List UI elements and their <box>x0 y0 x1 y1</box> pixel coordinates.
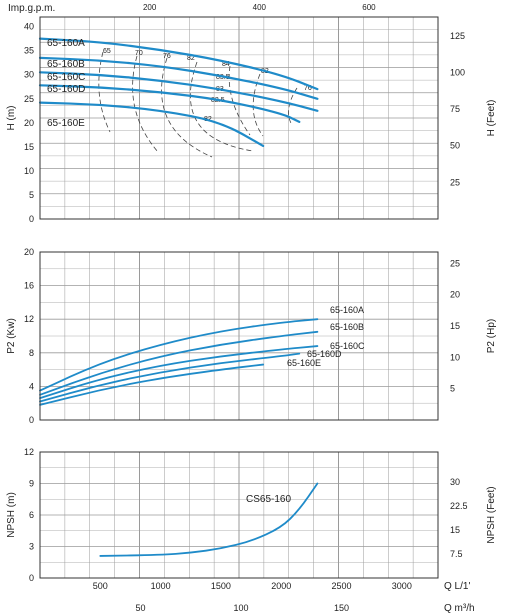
y-tick-2-4: 12 <box>24 447 34 457</box>
power-series-label-4: 65-160E <box>287 358 321 368</box>
efficiency-label-1: 70 <box>135 50 143 57</box>
top-axis-tick-0: 200 <box>143 3 157 12</box>
y-tick-right-2-2: 22.5 <box>450 501 468 511</box>
y-tick-right-2-0: 7.5 <box>450 549 463 559</box>
top-axis-tick-1: 400 <box>253 3 267 12</box>
y-tick-right-1-1: 10 <box>450 352 460 362</box>
y-tick-1-1: 4 <box>29 381 34 391</box>
curve-1-4 <box>39 363 265 406</box>
efficiency-isoline-5 <box>252 73 264 137</box>
y-tick-right-2-1: 15 <box>450 525 460 535</box>
head-series-label-4: 65-160E <box>47 118 85 129</box>
y-axis-label-1: P2 (Kw) <box>6 318 17 354</box>
y-tick-right-1-2: 15 <box>450 321 460 331</box>
y-tick-1-0: 0 <box>29 415 34 425</box>
y-axis-label-2: NPSH (m) <box>6 492 17 538</box>
curve-1-1 <box>39 330 319 396</box>
x-tick-lmin-4: 2500 <box>331 581 351 591</box>
y-tick-right-0-2: 75 <box>450 104 460 114</box>
y-tick-right-2-3: 30 <box>450 477 460 487</box>
y-tick-right-0-1: 50 <box>450 141 460 151</box>
y-tick-0-0: 0 <box>29 214 34 224</box>
bottom-axis-title-m3h: Q m³/h <box>444 603 475 614</box>
x-tick-lmin-3: 2000 <box>271 581 291 591</box>
panel-frame-2 <box>39 451 439 579</box>
curve-1-0 <box>39 318 319 392</box>
y-tick-2-1: 3 <box>29 542 34 552</box>
y-tick-right-1-4: 25 <box>450 258 460 268</box>
curve-0-4 <box>38 101 265 147</box>
y-tick-0-1: 5 <box>29 190 34 200</box>
y-tick-0-3: 15 <box>24 142 34 152</box>
x-tick-m3h-0: 50 <box>135 603 145 613</box>
y-tick-0-5: 25 <box>24 94 34 104</box>
y-tick-0-8: 40 <box>24 22 34 32</box>
efficiency-label-0: 65 <box>103 48 111 55</box>
bottom-axis-title-lmin: Q L/1' <box>444 581 470 592</box>
curves-layer <box>38 37 319 557</box>
curve-2-0 <box>99 482 319 557</box>
power-series-label-1: 65-160B <box>330 322 364 332</box>
y-tick-1-4: 16 <box>24 281 34 291</box>
head-series-label-1: 65-160B <box>47 59 85 70</box>
efficiency-isoline-0 <box>98 51 111 133</box>
y-tick-2-2: 6 <box>29 510 34 520</box>
curve-1-3 <box>39 352 301 403</box>
top-axis-title: Imp.g.p.m. <box>8 3 55 14</box>
power-series-label-2: 65-160C <box>330 341 365 351</box>
efficiency-label-4: 84 <box>222 61 230 68</box>
curve-0-1 <box>38 56 319 100</box>
y-axis-label-right-2: NPSH (Feet) <box>486 486 497 543</box>
panel-frame-1 <box>39 251 439 421</box>
y-tick-0-6: 30 <box>24 70 34 80</box>
y-tick-0-7: 35 <box>24 46 34 56</box>
curve-0-0 <box>38 37 319 91</box>
x-tick-lmin-5: 3000 <box>392 581 412 591</box>
head-series-label-3: 65-160D <box>47 84 85 95</box>
x-tick-lmin-0: 500 <box>93 581 108 591</box>
grid-layer <box>40 17 438 578</box>
efficiency-label-2: 76 <box>163 53 171 60</box>
y-tick-2-0: 0 <box>29 573 34 583</box>
labels-layer: H (m) H (Feet) P2 (Kw) P2 (Hp) NPSH (m) NPSH … <box>6 38 497 544</box>
y-axis-label-right-0: H (Feet) <box>486 100 497 137</box>
y-tick-0-2: 10 <box>24 166 34 176</box>
y-tick-0-4: 20 <box>24 118 34 128</box>
curve-0-2 <box>38 71 319 112</box>
power-series-label-0: 65-160A <box>330 305 364 315</box>
y-tick-right-1-3: 20 <box>450 290 460 300</box>
y-tick-2-3: 9 <box>29 479 34 489</box>
y-tick-right-0-3: 100 <box>450 67 465 77</box>
panel-frame-0 <box>39 16 439 220</box>
efficiency-isoline-2 <box>161 57 213 158</box>
efficiency-label-10: 76 <box>304 85 312 92</box>
head-series-label-0: 65-160A <box>47 38 85 49</box>
head-series-label-2: 65-160C <box>47 72 85 83</box>
power-series-label-3: 65-160D <box>307 349 342 359</box>
y-tick-right-0-4: 125 <box>450 31 465 41</box>
top-axis-tick-2: 600 <box>362 3 376 12</box>
x-tick-lmin-1: 1000 <box>151 581 171 591</box>
y-axis-label-right-1: P2 (Hp) <box>486 319 497 353</box>
y-axis-label-0: H (m) <box>6 106 17 131</box>
efficiency-isoline-3 <box>189 61 254 152</box>
curve-0-3 <box>38 84 301 123</box>
npsh-series-label-0: CS65-160 <box>246 494 291 505</box>
y-tick-right-0-0: 25 <box>450 177 460 187</box>
y-tick-1-2: 8 <box>29 348 34 358</box>
y-tick-1-5: 20 <box>24 247 34 257</box>
y-tick-right-1-0: 5 <box>450 384 455 394</box>
frames-layer <box>39 16 439 579</box>
efficiency-isoline-1 <box>132 55 159 153</box>
x-tick-m3h-2: 150 <box>334 603 349 613</box>
efficiency-isoline-4 <box>228 65 251 136</box>
x-tick-m3h-1: 100 <box>233 603 248 613</box>
x-tick-lmin-2: 1500 <box>211 581 231 591</box>
curve-1-2 <box>39 345 319 400</box>
efficiency-label-3: 82 <box>187 55 195 62</box>
y-tick-1-3: 12 <box>24 314 34 324</box>
